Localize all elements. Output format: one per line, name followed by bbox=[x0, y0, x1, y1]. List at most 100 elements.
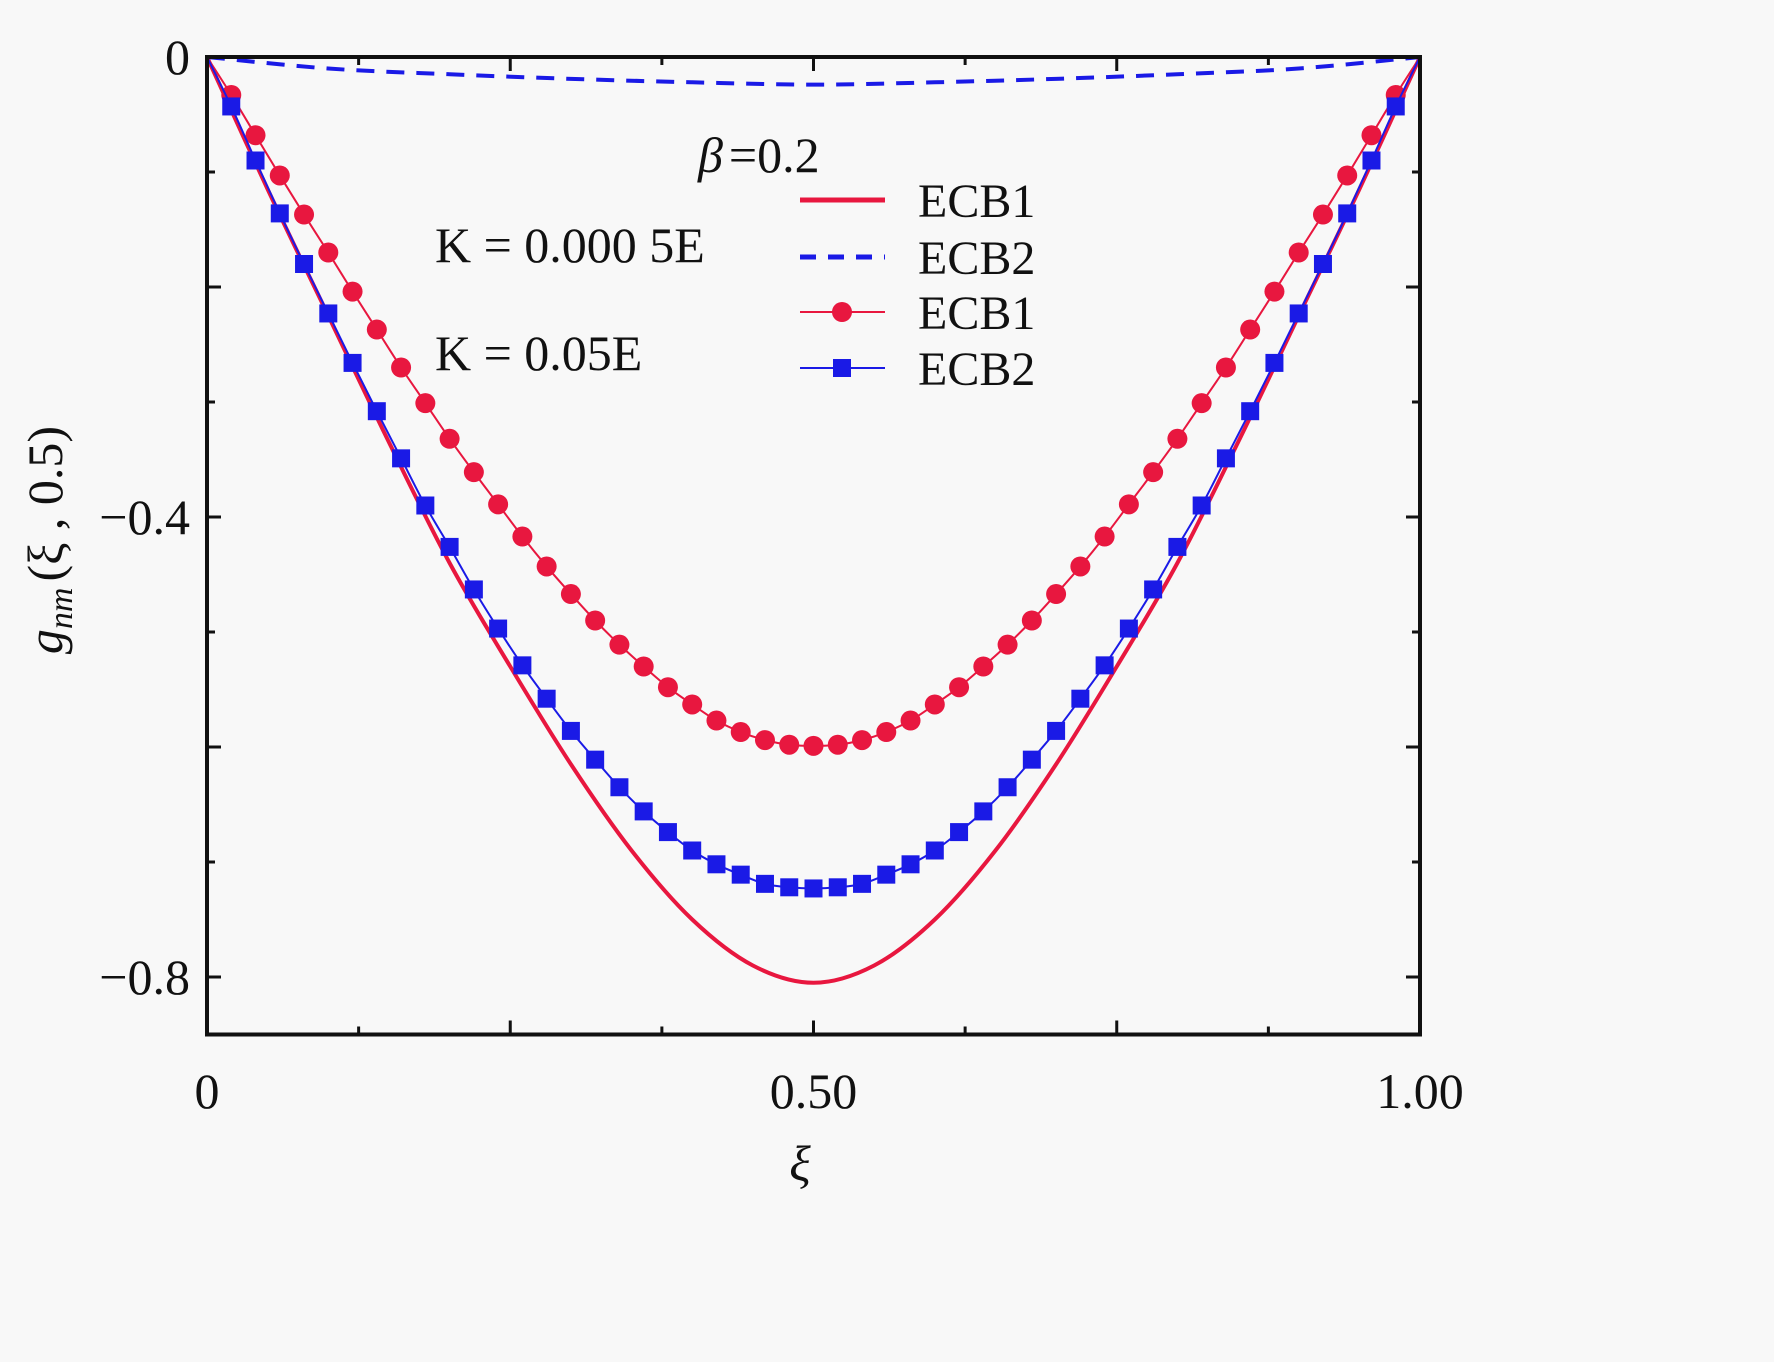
x-tick-label: 0.50 bbox=[770, 1063, 858, 1119]
x-tick-label: 0 bbox=[195, 1063, 220, 1119]
data-point bbox=[1361, 125, 1382, 146]
data-point bbox=[1241, 402, 1260, 421]
data-point bbox=[295, 255, 314, 273]
data-point bbox=[1289, 304, 1308, 323]
series-line bbox=[206, 55, 1421, 87]
data-point bbox=[270, 204, 289, 223]
data-point bbox=[634, 802, 653, 821]
y-tick-label: −0.4 bbox=[99, 489, 190, 545]
legend-marker bbox=[833, 359, 851, 377]
data-point bbox=[1265, 353, 1284, 372]
data-point bbox=[974, 802, 993, 821]
data-point bbox=[269, 165, 290, 186]
data-point bbox=[319, 304, 338, 323]
data-point bbox=[1216, 449, 1235, 468]
data-point bbox=[512, 526, 533, 547]
data-point bbox=[950, 823, 969, 842]
data-point bbox=[780, 878, 799, 897]
data-point bbox=[1362, 151, 1381, 170]
data-point bbox=[585, 610, 606, 631]
data-point bbox=[488, 494, 509, 515]
data-point bbox=[561, 721, 580, 740]
data-point bbox=[755, 874, 774, 893]
data-point bbox=[1047, 721, 1066, 740]
legend-item: ECB1 bbox=[800, 175, 1035, 228]
series-layer bbox=[205, 55, 1422, 985]
data-point bbox=[901, 855, 920, 874]
legend-label: ECB2 bbox=[918, 232, 1035, 285]
data-point bbox=[246, 151, 265, 170]
data-point bbox=[560, 584, 581, 605]
data-point bbox=[657, 677, 678, 698]
series-ecb2-k0005 bbox=[206, 55, 1421, 87]
legend-marker bbox=[832, 302, 852, 322]
series-ecb1-k0005 bbox=[205, 56, 1422, 985]
data-point bbox=[682, 694, 703, 715]
tick-layer: 0 0.50 1.00 0 −0.4 −0.8 bbox=[99, 29, 1463, 1119]
data-point bbox=[828, 878, 847, 897]
data-point bbox=[706, 710, 727, 731]
data-point bbox=[1168, 537, 1187, 556]
data-point bbox=[949, 677, 970, 698]
data-point bbox=[633, 656, 654, 677]
data-point bbox=[1312, 204, 1333, 225]
data-point bbox=[1118, 494, 1139, 515]
data-point bbox=[391, 357, 412, 378]
data-point bbox=[1046, 584, 1067, 605]
data-point bbox=[416, 496, 435, 515]
data-point bbox=[609, 634, 630, 655]
data-point bbox=[730, 722, 751, 743]
data-point bbox=[366, 319, 387, 340]
data-point bbox=[973, 656, 994, 677]
series-ecb2-k005 bbox=[206, 56, 1421, 898]
data-point bbox=[1264, 281, 1285, 302]
data-point bbox=[415, 393, 436, 414]
data-point bbox=[1095, 656, 1114, 675]
annotation-k2-group-label: K = 0.05E bbox=[435, 325, 642, 381]
data-point bbox=[925, 841, 944, 860]
data-point bbox=[610, 778, 629, 797]
data-point bbox=[1071, 689, 1090, 708]
data-point bbox=[343, 353, 362, 372]
legend-item: ECB2 bbox=[800, 232, 1035, 285]
legend-item: ECB1 bbox=[800, 287, 1035, 340]
data-point bbox=[586, 750, 605, 769]
data-point bbox=[367, 402, 386, 421]
x-axis-label: ξ bbox=[789, 1135, 811, 1191]
data-point bbox=[998, 778, 1017, 797]
data-point bbox=[440, 537, 459, 556]
data-point bbox=[513, 656, 532, 675]
data-point bbox=[1191, 393, 1212, 414]
data-point bbox=[707, 855, 726, 874]
data-point bbox=[1288, 242, 1309, 263]
legend-label: ECB1 bbox=[918, 175, 1035, 228]
series-line bbox=[205, 56, 1422, 985]
legend-label: ECB1 bbox=[918, 287, 1035, 340]
data-point bbox=[853, 874, 872, 893]
data-point bbox=[779, 734, 800, 755]
data-point bbox=[537, 689, 556, 708]
data-point bbox=[683, 841, 702, 860]
data-point bbox=[392, 449, 411, 468]
data-point bbox=[464, 580, 483, 599]
data-point bbox=[1386, 97, 1405, 116]
data-point bbox=[342, 281, 363, 302]
data-point bbox=[489, 619, 508, 638]
annotation-beta: β =0.2 bbox=[697, 127, 820, 183]
y-tick-label: 0 bbox=[165, 29, 190, 85]
annotation-k1-group-label: K = 0.000 5E bbox=[435, 217, 705, 273]
data-point bbox=[1070, 556, 1091, 577]
legend-label: ECB2 bbox=[918, 343, 1035, 396]
data-point bbox=[997, 634, 1018, 655]
data-point bbox=[1094, 526, 1115, 547]
x-tick-label: 1.00 bbox=[1376, 1063, 1464, 1119]
data-point bbox=[803, 735, 824, 756]
data-point bbox=[1192, 496, 1211, 515]
data-point bbox=[1313, 255, 1332, 273]
data-point bbox=[1240, 319, 1261, 340]
legend-item: ECB2 bbox=[800, 343, 1035, 396]
data-point bbox=[1338, 204, 1357, 223]
data-point bbox=[1167, 428, 1188, 449]
